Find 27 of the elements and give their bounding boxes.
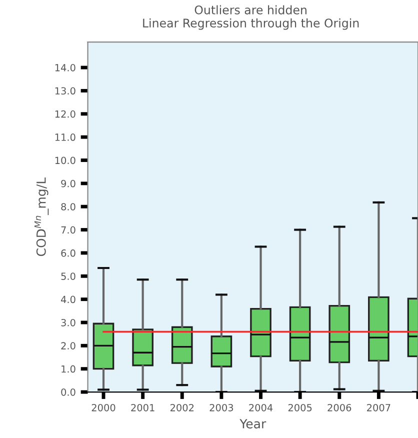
x-tick-label: 2001 — [131, 404, 154, 412]
x-tick-label: 2000 — [92, 404, 116, 412]
x-tick-label: 2007 — [367, 404, 390, 412]
y-tick-label: 6.0 — [61, 249, 76, 257]
y-tick-label: 10.0 — [55, 156, 76, 164]
y-tick-label: 5.0 — [61, 272, 76, 280]
y-tick-label: 4.0 — [60, 296, 76, 304]
chart-subtitle: Linear Regression through the Origin — [143, 18, 359, 30]
x-tick-label: 2004 — [249, 404, 273, 412]
x-tick-label: 2002 — [170, 404, 194, 412]
y-tick-label: 13.0 — [55, 87, 76, 95]
y-tick-label: 1.0 — [62, 365, 76, 373]
y-tick-label: 12.0 — [55, 110, 76, 118]
x-tick-label: 2006 — [328, 404, 352, 412]
y-tick-label: 7.0 — [61, 226, 76, 234]
chart-title: Outliers are hidden — [194, 5, 306, 14]
y-tick-label: 0.0 — [61, 388, 76, 396]
y-axis-title: COD$^{Mn}$_mg/L — [34, 178, 49, 256]
y-tick-label: 9.0 — [61, 180, 76, 188]
y-tick-label: 2.0 — [61, 342, 76, 350]
x-axis-title: Year — [240, 419, 266, 428]
y-tick-label: 14.0 — [55, 64, 76, 72]
x-tick-label: 2005 — [288, 404, 312, 412]
x-tick-label: 2003 — [210, 404, 234, 412]
y-tick-label: 8.0 — [61, 203, 76, 210]
y-tick-label: 11.0 — [55, 134, 76, 141]
y-tick-label: 3.0 — [61, 318, 76, 326]
